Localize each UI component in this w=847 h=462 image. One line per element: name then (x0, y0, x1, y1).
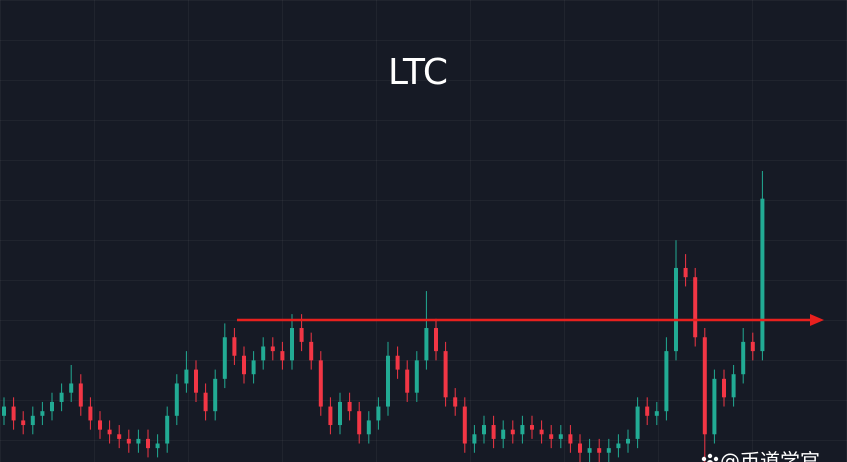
candle-body (683, 267, 688, 278)
candle-body (88, 406, 93, 421)
candle-body (472, 434, 477, 444)
candle-body (261, 346, 266, 361)
candle-body (309, 341, 314, 361)
candle-body (107, 429, 112, 435)
candle-body (558, 434, 563, 439)
candle-body (693, 277, 698, 338)
candle-body (606, 448, 611, 453)
candle-body (664, 351, 669, 412)
candle-body (491, 425, 496, 439)
candle-body (78, 383, 83, 407)
candle-body (520, 425, 525, 435)
candle-body (251, 360, 256, 375)
candle-body (242, 355, 246, 375)
candle-body (366, 420, 371, 435)
candle-body (731, 374, 736, 398)
candle-body (654, 411, 659, 416)
candle-body (299, 328, 304, 342)
candle-body (587, 448, 592, 453)
candle-body (702, 337, 707, 435)
candle-body (328, 406, 333, 426)
candle-body (184, 369, 189, 384)
candle-body (750, 341, 755, 352)
candle-body (357, 411, 362, 435)
candle-body (539, 429, 544, 435)
candle-body (424, 328, 429, 361)
candle-body (11, 406, 16, 421)
candle-body (270, 346, 275, 352)
candle-body (414, 360, 419, 393)
candle-body (98, 420, 102, 430)
candle-body (510, 429, 515, 435)
candle-body (626, 438, 630, 444)
candle-body (280, 351, 285, 361)
candle-body (395, 355, 400, 370)
candle-body (213, 378, 218, 412)
candle-body (578, 443, 582, 453)
candle-body (453, 397, 458, 407)
candle-body (194, 369, 198, 393)
candle-body (760, 198, 765, 352)
candle-body (222, 337, 227, 379)
candle-body (712, 378, 717, 435)
candle-body (405, 369, 410, 393)
candle-body (318, 360, 323, 407)
candle-body (232, 337, 237, 356)
candle-body (69, 383, 74, 393)
candle-body (462, 406, 467, 444)
candle-body (338, 401, 342, 426)
watermark: @币道学官 (720, 449, 820, 462)
candle-body (597, 448, 602, 453)
candle-body (165, 415, 170, 444)
candle-body (174, 383, 179, 416)
candle-body (635, 406, 640, 439)
candle-body (290, 328, 294, 361)
candle-body (434, 328, 438, 352)
candle-body (136, 438, 141, 444)
candle-body (482, 425, 486, 435)
candle-body (117, 434, 122, 439)
candle-body (722, 378, 726, 398)
candle-body (549, 434, 554, 439)
candle-body (50, 401, 54, 412)
candle-body (347, 401, 352, 412)
watermark-icon (701, 453, 719, 462)
candle-body (21, 420, 26, 426)
candle-body (30, 415, 35, 426)
candle-body (443, 351, 448, 398)
candle-body (568, 434, 573, 444)
candle-body (501, 429, 506, 439)
candle-body (645, 406, 650, 416)
arrow-head (810, 314, 824, 326)
candle-body (741, 341, 746, 375)
candle-body (146, 438, 150, 449)
candle-body (386, 355, 390, 407)
candles (2, 170, 765, 462)
candle-body (126, 438, 131, 444)
candle-body (616, 443, 621, 449)
candle-body (2, 406, 6, 416)
chart-title: LTC (388, 52, 448, 93)
candle-body (674, 267, 678, 352)
candle-body (530, 425, 534, 430)
candle-body (155, 443, 160, 449)
candle-body (203, 392, 208, 412)
candle-body (40, 411, 45, 416)
candle-body (376, 406, 381, 421)
candle-body (59, 392, 64, 402)
